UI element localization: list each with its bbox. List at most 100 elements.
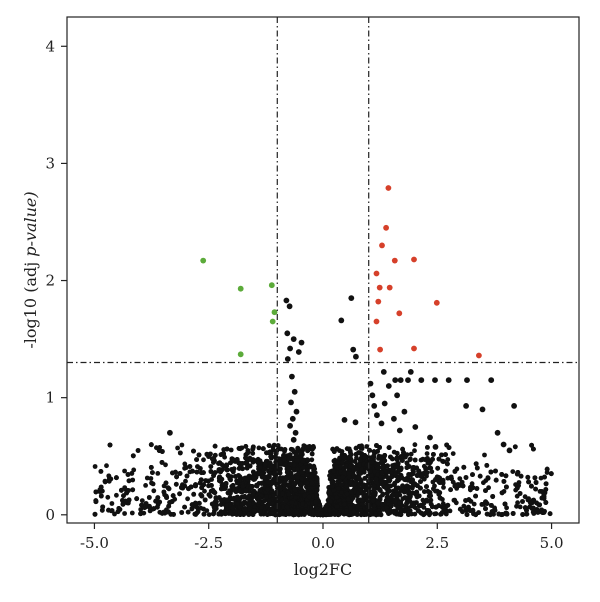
point-background (510, 511, 516, 516)
point-background (390, 456, 395, 462)
point-background (425, 460, 431, 466)
point-background (502, 501, 508, 507)
point-background (473, 512, 479, 518)
point-background (309, 451, 315, 457)
point-background (392, 499, 398, 505)
point-background (314, 476, 320, 482)
point-background (170, 493, 176, 499)
point-background (418, 485, 423, 491)
point-background (408, 451, 414, 457)
point-background (299, 476, 305, 482)
point-background (250, 450, 256, 456)
point-background (490, 494, 496, 499)
point-background (256, 495, 262, 501)
point-background (291, 462, 297, 468)
point-background (307, 509, 312, 515)
point-background (236, 478, 242, 483)
point-background (208, 464, 214, 469)
point-background (411, 465, 416, 470)
point-background (138, 507, 144, 512)
point-background (403, 504, 408, 509)
point-background (331, 458, 337, 464)
point-background (206, 492, 212, 498)
point-background (420, 497, 426, 503)
point-background (300, 446, 306, 452)
point-background (430, 504, 435, 510)
point-background (436, 456, 442, 462)
point-background (243, 444, 249, 449)
point-background (309, 457, 315, 463)
point-background (443, 511, 449, 517)
point-background (182, 504, 188, 510)
point-background (225, 497, 231, 503)
point-background (514, 485, 520, 491)
point-background (257, 488, 263, 493)
point-background (221, 509, 227, 515)
point-background (201, 470, 206, 475)
point-background (151, 488, 157, 494)
point-background (177, 450, 183, 456)
point-background (106, 507, 111, 513)
point-background (283, 462, 288, 468)
point-background (230, 457, 236, 462)
point-background (392, 510, 397, 516)
point-background (170, 470, 175, 476)
point-background (424, 451, 430, 456)
point-background (499, 512, 505, 517)
point-background (122, 468, 127, 474)
point-background (430, 456, 435, 462)
point-background (206, 512, 212, 517)
point-background (424, 484, 429, 489)
point-background (355, 497, 361, 503)
point-background (248, 496, 254, 502)
point-background (201, 511, 207, 517)
point-background (331, 487, 337, 493)
point-background (402, 508, 407, 514)
point-background (248, 486, 253, 491)
point-background (211, 459, 216, 465)
point-background (154, 445, 159, 451)
point-background (410, 477, 415, 483)
point-background (436, 503, 442, 509)
point-background (419, 473, 425, 478)
plot-frame (66, 16, 580, 524)
point-background (468, 485, 473, 490)
point-background (422, 489, 427, 494)
point-background (198, 477, 204, 483)
point-background (202, 488, 207, 494)
point-background (143, 483, 149, 488)
background-point-cloud (92, 442, 554, 518)
point-background (348, 505, 353, 511)
point-background (533, 486, 538, 492)
point-background (432, 483, 437, 489)
point-background (139, 498, 145, 503)
point-background (520, 512, 526, 517)
point-background (425, 489, 431, 494)
point-background (517, 491, 523, 496)
point-background (224, 503, 229, 508)
point-background (163, 480, 169, 486)
point-background (484, 511, 490, 517)
point-background (371, 487, 377, 493)
point-background (148, 465, 154, 470)
point-background (543, 500, 549, 505)
point-background (114, 492, 119, 498)
point-background (254, 483, 260, 489)
point-background (203, 478, 209, 483)
point-background (109, 508, 115, 514)
point-background (217, 474, 223, 480)
point-background (204, 508, 210, 513)
point-background (334, 495, 340, 500)
point-background (446, 445, 452, 450)
point-background (518, 473, 524, 479)
point-background (242, 507, 248, 513)
point-background (116, 506, 122, 511)
point-background (190, 468, 195, 474)
point-background (259, 505, 264, 511)
point-background (149, 480, 154, 486)
point-background (261, 467, 267, 472)
point-background (461, 464, 467, 470)
point-background (510, 469, 516, 474)
point-background (460, 483, 466, 489)
point-background (304, 472, 310, 477)
